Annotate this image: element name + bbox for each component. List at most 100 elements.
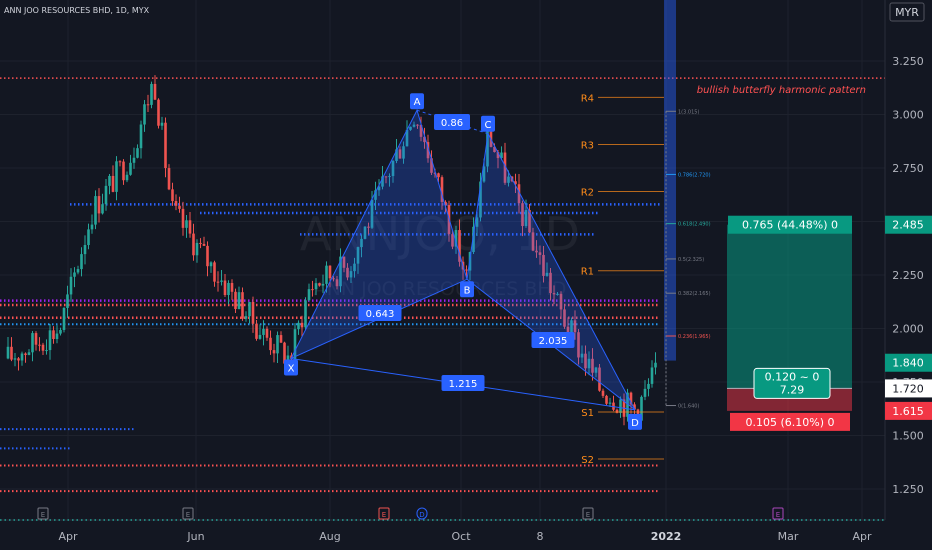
pattern-point-label: A	[414, 97, 421, 108]
candle-body	[465, 269, 468, 271]
candle-body	[108, 175, 111, 186]
candle-body	[164, 122, 167, 169]
candle-body	[244, 316, 248, 319]
candle-body	[192, 233, 195, 256]
candle-body	[556, 293, 559, 295]
pattern-point-badge	[460, 281, 474, 298]
candle-body	[605, 395, 608, 404]
candle-body	[363, 226, 367, 239]
candle-body	[342, 256, 346, 268]
candle-body	[391, 161, 395, 177]
risk-reward-line2: 7.29	[780, 383, 805, 396]
candle-body	[206, 245, 209, 267]
candle-body	[80, 254, 83, 270]
currency-badge	[889, 2, 925, 22]
pivot-levels: R4 R3 R2 R1 S1 S2	[581, 93, 664, 466]
candle-body	[6, 346, 10, 359]
candle-body	[174, 201, 178, 206]
candle-body	[185, 220, 188, 228]
candle-body	[503, 152, 507, 183]
candle-body	[129, 162, 132, 175]
pattern-point-label: D	[631, 418, 639, 429]
candle-body	[601, 390, 605, 396]
price-tick-label: 1.500	[892, 430, 924, 443]
candle-body	[615, 409, 619, 413]
pattern-point-label: C	[485, 120, 492, 131]
candle-body	[524, 210, 528, 227]
candle-body	[283, 342, 286, 364]
candle-body	[472, 226, 475, 253]
candle-body	[633, 404, 636, 410]
candle-body	[437, 173, 440, 178]
event-marker	[378, 507, 390, 520]
watermark-name: ANN JOO RESOURCES BHD	[314, 278, 567, 300]
candle-body	[531, 232, 535, 251]
pattern-point-badge	[284, 359, 298, 376]
pattern-point-badge	[628, 413, 642, 430]
fib-level-label: 0.618(2.490)	[678, 222, 711, 228]
candle-body	[248, 302, 251, 317]
candle-body	[31, 333, 34, 353]
candle-body	[395, 149, 398, 162]
candle-body	[24, 353, 27, 355]
event-marker	[37, 507, 49, 520]
candle-body	[538, 252, 542, 255]
candle-body	[451, 234, 454, 247]
event-marker-label: E	[41, 511, 45, 519]
candle-body	[237, 292, 241, 310]
candlestick-series	[6, 75, 657, 429]
candle-body	[269, 337, 272, 351]
pivot-label: R2	[581, 188, 594, 199]
candle-body	[66, 294, 69, 309]
event-marker-label: E	[776, 511, 780, 519]
fib-retracement: 1(3.015) 0.786(2.720) 0.618(2.490) 0.5(2.32…	[664, 0, 711, 410]
candle-body	[209, 262, 213, 267]
candle-body	[493, 146, 496, 153]
candle-body	[276, 335, 279, 354]
price-label-badge	[885, 401, 932, 420]
candle-body	[41, 344, 45, 351]
candle-body	[132, 157, 136, 163]
candle-body	[220, 280, 223, 282]
pattern-point-badge	[410, 93, 424, 110]
event-marker-label: E	[186, 511, 190, 519]
candle-body	[619, 399, 622, 413]
price-tick-label: 3.000	[892, 109, 924, 122]
fib-range-band	[664, 0, 676, 361]
candle-body	[213, 262, 216, 282]
candle-body	[27, 352, 31, 355]
candle-body	[143, 104, 146, 125]
candle-body	[52, 330, 55, 339]
candle-body	[195, 242, 199, 256]
candle-body	[69, 276, 73, 295]
candle-body	[430, 158, 433, 173]
price-label: 2.485	[892, 219, 924, 232]
candle-body	[535, 250, 538, 253]
candle-body	[349, 271, 353, 278]
candle-body	[10, 346, 13, 360]
time-tick-label: Mar	[778, 530, 799, 543]
candle-body	[433, 172, 437, 174]
candle-body	[55, 333, 59, 339]
candle-body	[563, 309, 566, 327]
candle-body	[188, 220, 192, 234]
harmonic-annotation: bullish butterfly harmonic pattern	[697, 85, 866, 96]
candle-body	[297, 322, 300, 330]
candle-body	[73, 272, 76, 277]
candle-body	[426, 142, 430, 159]
fib-level-label: 0.236(1.965)	[678, 334, 711, 340]
candle-body	[216, 281, 220, 283]
candle-body	[356, 247, 360, 264]
price-label-badge	[885, 215, 932, 234]
candle-body	[573, 320, 577, 333]
candle-body	[265, 328, 269, 338]
candle-body	[304, 300, 307, 328]
candle-body	[300, 322, 304, 328]
ratio-badge	[531, 332, 575, 348]
candle-body	[125, 174, 129, 181]
candle-body	[150, 83, 153, 105]
candle-body	[587, 358, 591, 369]
fib-level-label: 0(1.640)	[678, 404, 699, 410]
target-label: 0.765 (44.48%) 0	[742, 219, 838, 232]
